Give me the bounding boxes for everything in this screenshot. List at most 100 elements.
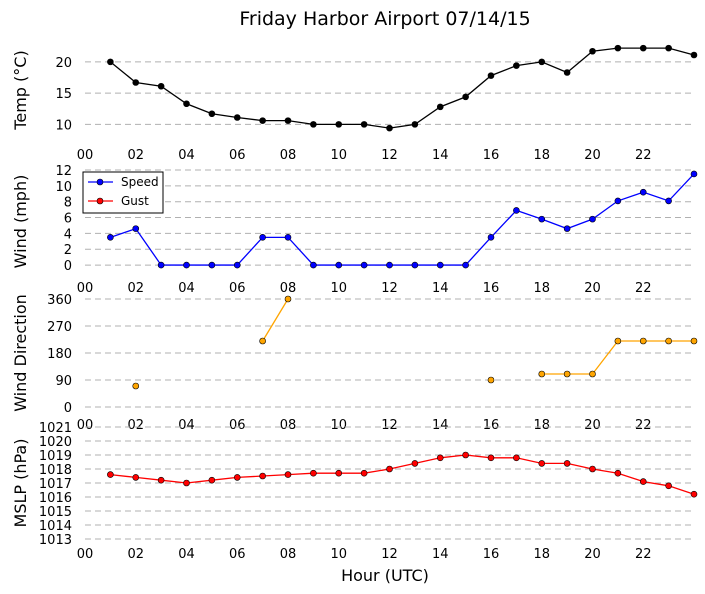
legend-swatch-marker	[96, 178, 104, 186]
data-point	[208, 261, 216, 269]
y-tick-label: 6	[64, 212, 72, 227]
data-point	[310, 469, 317, 477]
data-point	[589, 47, 596, 55]
data-point	[411, 121, 419, 128]
legend: Speed Gust	[82, 171, 164, 214]
x-tick-label: 12	[381, 148, 398, 163]
data-point	[639, 337, 647, 345]
data-point	[614, 337, 622, 345]
y-tick-label: 1019	[39, 449, 72, 464]
legend-box	[82, 171, 164, 214]
y-tick-label: 12	[55, 164, 72, 179]
y-tick-label: 1014	[39, 519, 72, 534]
data-point	[386, 465, 393, 473]
x-tick-label: 00	[77, 547, 94, 562]
data-point	[360, 469, 368, 477]
data-point	[259, 472, 266, 480]
x-tick-label: 06	[229, 148, 246, 163]
y-axis-label: MSLP (hPa)	[11, 439, 30, 528]
data-point	[310, 121, 317, 128]
x-tick-label: 00	[77, 148, 94, 163]
data-point	[284, 471, 292, 478]
data-point	[386, 124, 393, 132]
data-point	[462, 261, 469, 269]
data-point	[639, 44, 647, 52]
x-tick-label: 08	[280, 418, 297, 433]
data-point	[589, 215, 596, 223]
y-tick-label: 4	[64, 227, 72, 242]
x-tick-label: 12	[381, 547, 398, 562]
data-point	[132, 474, 140, 481]
data-point	[233, 474, 241, 481]
x-tick-label: 02	[127, 418, 144, 433]
legend-label: Gust	[121, 194, 149, 208]
x-tick-label: 02	[127, 281, 144, 296]
x-tick-label: 08	[280, 281, 297, 296]
data-point	[665, 44, 672, 52]
legend-swatch-marker	[96, 197, 104, 205]
y-tick-label: 0	[64, 401, 72, 416]
data-point	[157, 476, 165, 484]
x-tick-label: 04	[178, 281, 195, 296]
data-point	[462, 451, 469, 459]
data-point	[665, 337, 672, 345]
data-point	[411, 460, 419, 467]
series-speed	[107, 170, 698, 269]
temp-panel: 10 15 20 00 02 04 06 08 10 12 14 16 18 20 22 Temp (°C)	[11, 44, 698, 163]
data-point	[436, 103, 444, 111]
data-point	[107, 58, 114, 66]
data-point	[132, 382, 140, 390]
data-point	[233, 114, 241, 121]
data-point	[259, 117, 266, 124]
data-point	[487, 72, 495, 79]
data-point	[690, 337, 698, 345]
x-tick-label: 00	[77, 281, 94, 296]
data-point	[538, 370, 546, 378]
x-tick-label: 08	[280, 148, 297, 163]
data-point	[335, 469, 343, 477]
data-point	[132, 79, 140, 86]
x-tick-label: 20	[584, 281, 601, 296]
data-point	[639, 188, 647, 196]
x-tick-label: 08	[280, 547, 297, 562]
data-point	[386, 261, 393, 269]
direction-panel: 0 90 180 270 360 00 02 04 06 08 10 12 14 16 18 20 22 Wind…	[11, 293, 698, 433]
series-line	[110, 454, 695, 495]
y-axis-label: Wind (mph)	[11, 175, 30, 269]
y-tick-label: 1016	[39, 491, 72, 506]
y-tick-label: 0	[64, 259, 72, 274]
x-tick-label: 16	[483, 547, 500, 562]
data-point	[436, 261, 444, 269]
data-point	[208, 110, 216, 118]
data-point	[335, 121, 343, 128]
data-point	[157, 261, 165, 269]
data-point	[487, 454, 495, 462]
x-tick-label: 16	[483, 148, 500, 163]
x-tick-label: 14	[432, 281, 449, 296]
data-point	[335, 261, 343, 269]
y-tick-label: 180	[47, 347, 72, 362]
y-tick-label: 2	[64, 243, 72, 258]
y-axis-label: Temp (°C)	[11, 50, 30, 130]
data-point	[411, 261, 419, 269]
data-point	[690, 170, 698, 178]
x-tick-label: 20	[584, 418, 601, 433]
data-point	[513, 454, 520, 462]
data-point	[589, 465, 596, 473]
series-direction	[132, 295, 698, 390]
x-tick-label: 02	[127, 547, 144, 562]
y-tick-label: 1013	[39, 533, 72, 548]
data-point	[563, 69, 571, 76]
data-point	[360, 261, 368, 269]
y-tick-label: 8	[64, 196, 72, 211]
data-point	[233, 261, 241, 269]
series-line	[541, 340, 694, 375]
data-point	[462, 93, 469, 101]
data-point	[107, 471, 114, 478]
x-tick-label: 22	[635, 281, 652, 296]
y-tick-label: 1021	[39, 421, 72, 436]
data-point	[690, 51, 698, 59]
